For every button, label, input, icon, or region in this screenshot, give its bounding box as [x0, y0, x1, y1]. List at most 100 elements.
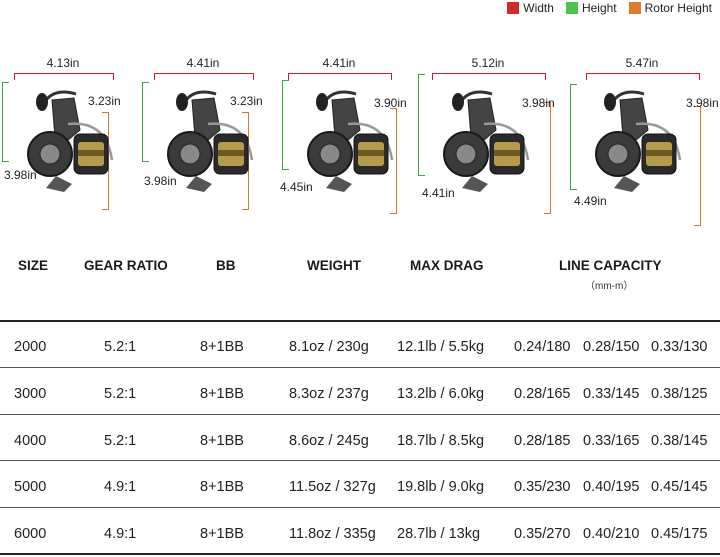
row-divider — [0, 414, 720, 415]
fishing-reel-image — [443, 90, 530, 192]
fishing-reel-image — [167, 90, 254, 192]
cell-weight: 11.8oz / 335g — [289, 526, 376, 542]
cell-cap2: 0.33/145 — [583, 386, 640, 402]
row-divider — [0, 460, 720, 461]
legend-label-height: Height — [581, 1, 617, 15]
reel-1: 4.13in 3.98in 3.23in — [2, 56, 138, 216]
height-label: 3.98in — [4, 168, 37, 182]
width-label: 5.47in — [625, 56, 659, 70]
cell-bb: 8+1BB — [200, 526, 244, 542]
cell-max-drag: 19.8lb / 9.0kg — [397, 479, 485, 495]
rotor-height-label: 3.98in — [522, 96, 555, 110]
reel-3: 4.41in 4.45in 3.90in — [280, 56, 418, 216]
cell-weight: 8.6oz / 245g — [289, 433, 369, 449]
row-divider — [0, 507, 720, 508]
width-bracket — [288, 73, 392, 80]
width-label: 4.41in — [186, 56, 220, 70]
header-line-capacity-unit: （mm-m） — [585, 281, 634, 292]
reel-4: 5.12in 4.41in 3.98in — [418, 56, 555, 216]
cell-bb: 8+1BB — [200, 339, 244, 355]
cell-cap3: 0.38/125 — [651, 386, 708, 402]
cell-gear-ratio: 4.9:1 — [104, 479, 137, 495]
legend-item-width: Width — [507, 1, 554, 15]
reel-2: 4.41in 3.98in 3.23in — [142, 56, 278, 216]
rotor-height-label: 3.98in — [686, 96, 719, 110]
cell-cap3: 0.33/130 — [651, 339, 708, 355]
cell-max-drag: 18.7lb / 8.5kg — [397, 433, 485, 449]
legend-label-rotor-height: Rotor Height — [644, 1, 712, 15]
rotor-height-label: 3.90in — [374, 96, 407, 110]
legend: Width Height Rotor Height — [495, 0, 712, 16]
legend-label-width: Width — [523, 1, 554, 15]
height-bracket — [2, 82, 9, 162]
fishing-reel-image — [27, 90, 114, 192]
cell-cap2: 0.28/150 — [583, 339, 640, 355]
cell-size: 4000 — [14, 433, 47, 449]
height-bracket — [282, 80, 289, 170]
height-label: 4.49in — [574, 194, 607, 208]
cell-cap3: 0.45/175 — [651, 526, 708, 542]
cell-weight: 8.1oz / 230g — [289, 339, 369, 355]
fishing-reel-image — [307, 90, 394, 192]
cell-cap1: 0.35/230 — [514, 479, 571, 495]
header-gear-ratio: GEAR RATIO — [84, 258, 168, 273]
fishing-reel-image — [595, 90, 682, 192]
cell-gear-ratio: 5.2:1 — [104, 339, 137, 355]
cell-cap2: 0.33/165 — [583, 433, 640, 449]
header-max-drag: MAX DRAG — [410, 258, 484, 273]
width-label: 4.41in — [322, 56, 356, 70]
table-top-rule — [0, 320, 720, 322]
header-bb: BB — [216, 258, 236, 273]
cell-max-drag: 28.7lb / 13kg — [397, 526, 481, 542]
height-swatch — [565, 2, 578, 14]
width-bracket — [586, 73, 700, 80]
height-label: 4.41in — [422, 186, 455, 200]
cell-bb: 8+1BB — [200, 479, 244, 495]
header-size: SIZE — [18, 258, 49, 273]
width-label: 4.13in — [46, 56, 80, 70]
legend-item-height: Height — [565, 1, 617, 15]
rotor-height-label: 3.23in — [88, 94, 121, 108]
cell-cap3: 0.38/145 — [651, 433, 708, 449]
width-swatch — [507, 2, 520, 14]
cell-gear-ratio: 4.9:1 — [104, 526, 137, 542]
legend-item-rotor-height: Rotor Height — [628, 1, 712, 15]
cell-cap3: 0.45/145 — [651, 479, 708, 495]
row-divider — [0, 367, 720, 368]
height-bracket — [570, 84, 577, 190]
width-label: 5.12in — [471, 56, 505, 70]
table-bottom-rule — [0, 553, 720, 555]
height-label: 4.45in — [280, 180, 313, 194]
cell-max-drag: 12.1lb / 5.5kg — [397, 339, 485, 355]
cell-size: 5000 — [14, 479, 47, 495]
header-weight: WEIGHT — [307, 258, 361, 273]
cell-cap2: 0.40/195 — [583, 479, 640, 495]
cell-cap2: 0.40/210 — [583, 526, 640, 542]
width-bracket — [14, 73, 114, 80]
cell-cap1: 0.24/180 — [514, 339, 571, 355]
height-bracket — [142, 82, 149, 162]
cell-max-drag: 13.2lb / 6.0kg — [397, 386, 485, 402]
cell-bb: 8+1BB — [200, 386, 244, 402]
cell-size: 6000 — [14, 526, 47, 542]
rotor-height-label: 3.23in — [230, 94, 263, 108]
cell-size: 2000 — [14, 339, 47, 355]
cell-bb: 8+1BB — [200, 433, 244, 449]
height-label: 3.98in — [144, 174, 177, 188]
cell-cap1: 0.28/185 — [514, 433, 571, 449]
rotor-height-swatch — [628, 2, 641, 14]
cell-gear-ratio: 5.2:1 — [104, 433, 137, 449]
rotor-height-bracket — [694, 106, 701, 226]
cell-weight: 8.3oz / 237g — [289, 386, 369, 402]
width-bracket — [154, 73, 254, 80]
cell-size: 3000 — [14, 386, 47, 402]
cell-cap1: 0.35/270 — [514, 526, 571, 542]
height-bracket — [418, 74, 425, 176]
header-line-capacity: LINE CAPACITY — [559, 258, 662, 273]
cell-cap1: 0.28/165 — [514, 386, 571, 402]
rotor-height-bracket — [390, 108, 397, 214]
cell-weight: 11.5oz / 327g — [289, 479, 376, 495]
width-bracket — [432, 73, 546, 80]
cell-gear-ratio: 5.2:1 — [104, 386, 137, 402]
reel-5: 5.47in 4.49in 3.98in — [570, 56, 719, 226]
